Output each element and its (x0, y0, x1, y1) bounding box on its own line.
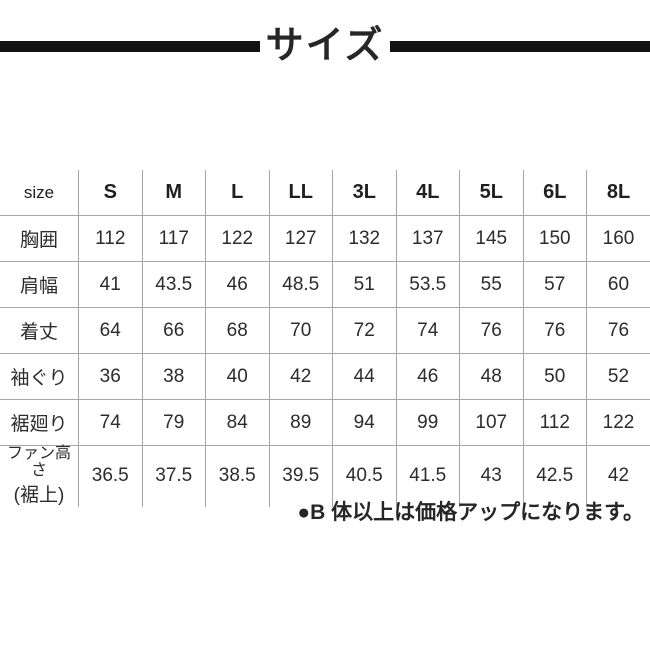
cell-armhole-5l: 48 (459, 353, 523, 400)
cell-hem-s: 74 (78, 399, 142, 446)
row-label-armhole: 袖ぐり (0, 353, 79, 400)
cell-chest-l: 122 (205, 215, 269, 262)
banner-rule-right (390, 40, 650, 52)
cell-length-4l: 74 (395, 307, 460, 354)
row-label-fan-height-sub: (裾上) (13, 484, 65, 506)
cell-chest-8l: 160 (586, 215, 650, 262)
cell-chest-ll: 127 (268, 215, 333, 262)
cell-hem-ll: 89 (268, 399, 333, 446)
cell-chest-4l: 137 (395, 215, 460, 262)
table-row: 裾廻り 74 79 84 89 94 99 107 112 122 (0, 399, 650, 446)
cell-armhole-6l: 50 (522, 353, 587, 400)
cell-armhole-l: 40 (205, 353, 269, 400)
cell-shoulder-3l: 51 (332, 261, 396, 308)
table-row: 肩幅 41 43.5 46 48.5 51 53.5 55 57 60 (0, 261, 650, 308)
column-header-6l: 6L (522, 170, 587, 216)
cell-hem-8l: 122 (586, 399, 650, 446)
cell-shoulder-4l: 53.5 (395, 261, 460, 308)
cell-shoulder-6l: 57 (522, 261, 587, 308)
row-label-shoulder: 肩幅 (0, 261, 79, 308)
table-row: 胸囲 112 117 122 127 132 137 145 150 160 (0, 215, 650, 262)
cell-fan-height-4l: 41.5 (395, 445, 460, 507)
column-header-s: S (78, 170, 142, 216)
cell-chest-5l: 145 (459, 215, 523, 262)
cell-chest-s: 112 (78, 215, 142, 262)
column-header-8l: 8L (586, 170, 650, 216)
price-note: ●B 体以上は価格アップになります。 (297, 501, 644, 524)
column-header-3l: 3L (332, 170, 396, 216)
column-header-m: M (141, 170, 206, 216)
cell-chest-m: 117 (141, 215, 206, 262)
cell-hem-5l: 107 (459, 399, 523, 446)
table-row: 着丈 64 66 68 70 72 74 76 76 76 (0, 307, 650, 354)
cell-fan-height-8l: 42 (586, 445, 650, 507)
cell-armhole-8l: 52 (586, 353, 650, 400)
cell-hem-6l: 112 (522, 399, 587, 446)
cell-length-8l: 76 (586, 307, 650, 354)
cell-fan-height-ll: 39.5 (268, 445, 333, 507)
cell-armhole-m: 38 (141, 353, 206, 400)
cell-length-l: 68 (205, 307, 269, 354)
table-row: ファン高さ (裾上) 36.5 37.5 38.5 39.5 40.5 41.5… (0, 445, 650, 507)
column-header-4l: 4L (395, 170, 460, 216)
column-header-5l: 5L (459, 170, 523, 216)
cell-chest-6l: 150 (522, 215, 587, 262)
cell-fan-height-s: 36.5 (78, 445, 142, 507)
cell-armhole-ll: 42 (268, 353, 333, 400)
cell-shoulder-s: 41 (78, 261, 142, 308)
row-label-fan-height: ファン高さ (裾上) (0, 445, 79, 507)
cell-shoulder-l: 46 (205, 261, 269, 308)
cell-armhole-4l: 46 (395, 353, 460, 400)
column-header-l: L (205, 170, 269, 216)
cell-fan-height-l: 38.5 (205, 445, 269, 507)
cell-armhole-3l: 44 (332, 353, 396, 400)
cell-fan-height-m: 37.5 (141, 445, 206, 507)
cell-length-5l: 76 (459, 307, 523, 354)
size-table-header: size S M L LL 3L 4L 5L 6L 8L (0, 170, 650, 216)
table-header-row: size S M L LL 3L 4L 5L 6L 8L (0, 170, 650, 216)
cell-shoulder-8l: 60 (586, 261, 650, 308)
size-title-banner: サイズ (0, 22, 650, 70)
cell-fan-height-6l: 42.5 (522, 445, 587, 507)
column-header-size: size (0, 170, 79, 216)
row-label-length: 着丈 (0, 307, 79, 354)
cell-shoulder-5l: 55 (459, 261, 523, 308)
cell-length-6l: 76 (522, 307, 587, 354)
cell-fan-height-5l: 43 (459, 445, 523, 507)
cell-length-m: 66 (141, 307, 206, 354)
size-table: size S M L LL 3L 4L 5L 6L 8L 胸囲 112 117 … (0, 170, 650, 507)
banner-rule-left (0, 40, 260, 52)
row-label-hem: 裾廻り (0, 399, 79, 446)
cell-length-ll: 70 (268, 307, 333, 354)
cell-hem-4l: 99 (395, 399, 460, 446)
cell-armhole-s: 36 (78, 353, 142, 400)
page-title: サイズ (265, 25, 385, 67)
row-label-chest: 胸囲 (0, 215, 79, 262)
column-header-ll: LL (268, 170, 333, 216)
cell-hem-l: 84 (205, 399, 269, 446)
size-table-body: 胸囲 112 117 122 127 132 137 145 150 160 肩… (0, 215, 650, 507)
size-table-container: size S M L LL 3L 4L 5L 6L 8L 胸囲 112 117 … (0, 170, 650, 507)
cell-chest-3l: 132 (332, 215, 396, 262)
row-label-fan-height-main: ファン高さ (6, 445, 71, 479)
cell-hem-m: 79 (141, 399, 206, 446)
cell-fan-height-3l: 40.5 (332, 445, 396, 507)
cell-length-3l: 72 (332, 307, 396, 354)
cell-length-s: 64 (78, 307, 142, 354)
cell-shoulder-m: 43.5 (141, 261, 206, 308)
cell-hem-3l: 94 (332, 399, 396, 446)
table-row: 袖ぐり 36 38 40 42 44 46 48 50 52 (0, 353, 650, 400)
cell-shoulder-ll: 48.5 (268, 261, 333, 308)
